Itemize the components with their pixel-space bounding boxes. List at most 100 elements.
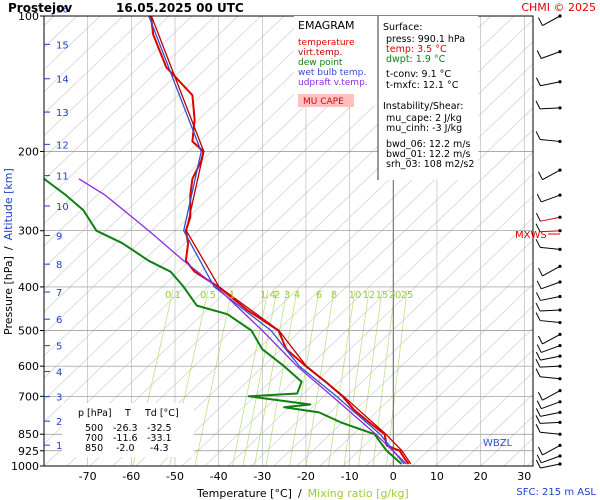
wind-barb bbox=[535, 351, 562, 361]
wbzl-label: WBZL bbox=[483, 438, 513, 449]
y-axis-label: Pressure [hPa]/Altitude [km] bbox=[2, 168, 15, 335]
x-tick-label: 30 bbox=[517, 470, 531, 483]
altitude-tick-label: 4 bbox=[56, 367, 62, 378]
table-cell: -26.3 bbox=[113, 423, 138, 434]
altitude-tick-label: 12 bbox=[56, 140, 69, 151]
surface-info: Surface: press: 990.1 hPa temp: 3.5 °C d… bbox=[377, 16, 478, 180]
adiabat-line bbox=[44, 16, 262, 225]
adiabat-line bbox=[44, 16, 331, 291]
wind-barb bbox=[538, 443, 562, 456]
adiabat-line bbox=[411, 349, 533, 466]
wind-barb bbox=[535, 100, 562, 110]
adiabat-line bbox=[296, 239, 533, 466]
x-tick-label: -20 bbox=[297, 470, 315, 483]
y-tick-label: 300 bbox=[18, 225, 39, 238]
mu-cape-badge-label: MU CAPE bbox=[303, 97, 344, 107]
altitude-tick-label: 16 bbox=[56, 5, 69, 16]
altitude-tick-label: 10 bbox=[56, 202, 69, 213]
x-tick-label: -10 bbox=[341, 470, 359, 483]
mixing-ratio-line bbox=[194, 289, 233, 466]
wind-barb bbox=[535, 131, 562, 144]
mixing-ratio-label: 20 bbox=[389, 290, 402, 301]
surface-temp: temp: 3.5 °C bbox=[386, 44, 447, 55]
mixing-ratio-line bbox=[328, 289, 356, 466]
mixing-ratio-line bbox=[358, 289, 383, 466]
mu-cape-value: mu_cape: 2 J/kg bbox=[386, 113, 462, 124]
plot-frame bbox=[43, 15, 534, 467]
adiabat-line bbox=[112, 63, 533, 466]
mixing-ratio-label: 1.4 bbox=[260, 290, 276, 301]
wind-barb bbox=[535, 358, 562, 368]
instability-title: Instability/Shear: bbox=[383, 101, 463, 112]
surface-dwpt: dwpt: 1.9 °C bbox=[386, 54, 446, 65]
wind-barb bbox=[538, 389, 562, 401]
legend-wet-bulb: wet bulb temp. bbox=[298, 68, 366, 78]
mxws-label: MXWS bbox=[515, 230, 547, 241]
bwd-06-value: bwd_06: 12.2 m/s bbox=[386, 139, 471, 150]
altitude-tick-label: 6 bbox=[56, 315, 62, 326]
x-tick-label: 10 bbox=[430, 470, 444, 483]
wind-barb bbox=[535, 408, 562, 417]
adiabat-line bbox=[204, 151, 533, 466]
table-cell: 700 bbox=[85, 433, 103, 444]
x-tick-label: -50 bbox=[166, 470, 184, 483]
legend-temperature: temperature bbox=[298, 38, 355, 48]
wind-barb bbox=[538, 264, 562, 277]
bwd-01-value: bwd_01: 12.2 m/s bbox=[386, 149, 471, 160]
adiabat-line bbox=[342, 283, 533, 466]
adiabat-line bbox=[227, 173, 533, 466]
wind-barb bbox=[535, 292, 562, 301]
mu-cinh-value: mu_cinh: -3 J/kg bbox=[386, 123, 462, 134]
x-axis-label: Temperature [°C] / Mixing ratio [g/kg] bbox=[196, 487, 409, 500]
wind-barb bbox=[535, 368, 562, 381]
x-tick-label: -60 bbox=[122, 470, 140, 483]
table-cell: 850 bbox=[85, 443, 103, 454]
table-cell: -4.3 bbox=[150, 443, 169, 454]
legend-dew-point: dew point bbox=[298, 58, 343, 68]
altitude-tick-label: 5 bbox=[56, 342, 62, 353]
wind-barb bbox=[535, 223, 562, 233]
sfc-label: SFC: 215 m ASL bbox=[516, 487, 596, 498]
altitude-tick-label: 13 bbox=[56, 108, 69, 119]
table-cell: 500 bbox=[85, 423, 103, 434]
series-line-udpraft-v-temp- bbox=[78, 178, 407, 465]
wind-barb bbox=[536, 454, 562, 464]
altitude-tick-label: 8 bbox=[56, 260, 62, 271]
series-line-wet-bulb-temp- bbox=[148, 16, 405, 465]
table-cell: -32.5 bbox=[147, 423, 172, 434]
adiabat-line bbox=[596, 16, 600, 466]
adiabat-line bbox=[44, 16, 285, 247]
wind-barb bbox=[538, 168, 562, 181]
table-cell: -2.0 bbox=[116, 443, 135, 454]
y-tick-label: 700 bbox=[18, 390, 39, 403]
mixing-ratio-label: 12 bbox=[363, 290, 376, 301]
wind-barb bbox=[536, 400, 562, 410]
legend: EMAGRAM temperature virt.temp. dew point… bbox=[294, 16, 378, 107]
table-cell: -33.1 bbox=[147, 433, 172, 444]
wind-barb bbox=[536, 193, 562, 203]
table-cell: -11.6 bbox=[113, 433, 138, 444]
station-name: Prostejov bbox=[8, 1, 72, 15]
wind-barb bbox=[536, 280, 562, 290]
altitude-tick-label: 11 bbox=[56, 172, 69, 183]
mixing-ratio-label: 3 bbox=[284, 290, 290, 301]
mixing-ratio-line bbox=[254, 289, 288, 466]
sounding-datetime: 16.05.2025 00 UTC bbox=[116, 1, 244, 15]
adiabat-line bbox=[44, 16, 239, 203]
surface-title: Surface: bbox=[383, 22, 422, 33]
altitude-tick-label: 15 bbox=[56, 40, 69, 51]
altitude-tick-label: 3 bbox=[56, 393, 62, 404]
wind-barb bbox=[535, 312, 562, 325]
adiabat-line bbox=[319, 261, 533, 466]
y-tick-label: 1000 bbox=[11, 460, 39, 473]
wind-barb bbox=[535, 239, 562, 251]
y-tick-label: 200 bbox=[18, 145, 39, 158]
legend-virt-temp: virt.temp. bbox=[298, 48, 342, 58]
adiabat-line bbox=[89, 41, 533, 466]
wind-barb bbox=[535, 459, 562, 469]
y-tick-label: 850 bbox=[18, 428, 39, 441]
adiabat-line bbox=[44, 16, 124, 93]
level-table: p [hPa] T Td [°C] 500 -26.3 -32.5 700 -1… bbox=[62, 403, 194, 457]
series-layer bbox=[44, 16, 412, 465]
